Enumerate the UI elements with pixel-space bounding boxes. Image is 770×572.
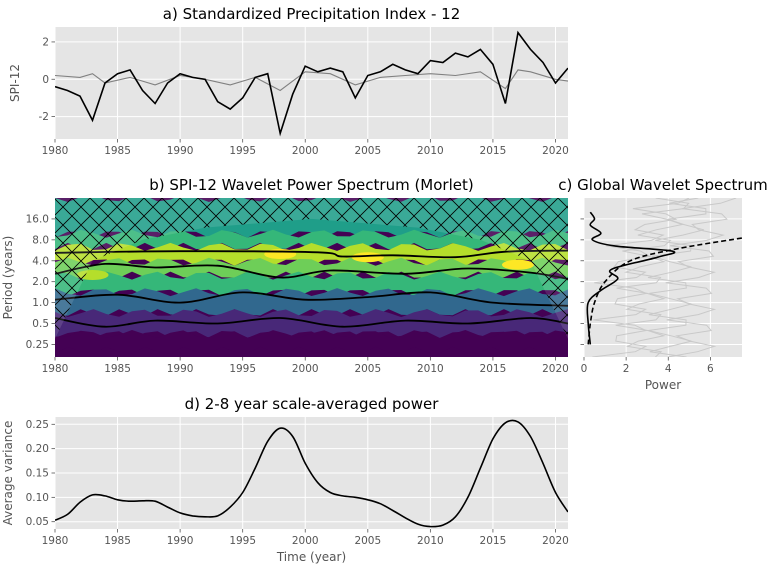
panel-a-x-tick-label: 2015 [480, 145, 507, 157]
panel-a-background [55, 27, 568, 139]
scale-averaged-power-line [55, 419, 568, 528]
wavelet-band [55, 330, 568, 354]
panel-a-y-tick-label: 2 [42, 36, 49, 48]
panel-a-x-tick-label: 2000 [292, 145, 319, 157]
panel-a-x-tick-label: 2020 [542, 145, 569, 157]
panel-c-x-tick-label: 0 [581, 363, 588, 375]
panel-d-title: d) 2-8 year scale-averaged power [185, 395, 440, 413]
panel-a-y-tick-label: 0 [42, 74, 49, 86]
panel-b-title: b) SPI-12 Wavelet Power Spectrum (Morlet… [149, 176, 473, 194]
panel-d-y-tick-label: 0.15 [26, 468, 49, 480]
panel-c-xlabel: Power [645, 378, 681, 392]
significance-contour [55, 249, 568, 259]
panel-b-x-tick-label: 2020 [542, 363, 569, 375]
panel-a-x-tick-label: 2010 [417, 145, 444, 157]
panel-b-y-tick-label: 16.0 [26, 213, 49, 225]
panel-a-x-tick-label: 1995 [229, 145, 256, 157]
panel-d-y-tick-label: 0.05 [26, 516, 49, 528]
panel-b-y-tick-label: 8.0 [32, 234, 49, 246]
wavelet-band [55, 229, 568, 250]
global-wavelet-member-trace [665, 198, 737, 357]
panel-d-x-tick-label: 2015 [480, 535, 507, 547]
significance-contour [55, 291, 568, 307]
panel-d-x-tick-label: 1980 [42, 535, 69, 547]
panel-d-x-tick-label: 1985 [104, 535, 131, 547]
panel-b-x-tick-label: 1980 [42, 363, 69, 375]
global-wavelet-member-trace [647, 198, 707, 357]
panel-a-ylabel: SPI-12 [8, 64, 22, 102]
panel-a-x-tick-label: 1980 [42, 145, 69, 157]
wavelet-band [55, 242, 568, 266]
panel-b-y-tick-label: 0.5 [32, 318, 49, 330]
wavelet-band [55, 288, 568, 316]
panel-d-x-tick-label: 1990 [167, 535, 194, 547]
panel-b-x-tick-label: 1990 [167, 363, 194, 375]
significance-contour [55, 262, 568, 280]
panel-b-x-tick-label: 2005 [354, 363, 381, 375]
wavelet-hotspot [501, 259, 534, 270]
panel-d-x-tick-label: 2020 [542, 535, 569, 547]
panel-a-x-tick-label: 1985 [104, 145, 131, 157]
wavelet-band [55, 257, 568, 278]
panel-c-title: c) Global Wavelet Spectrum [558, 176, 767, 194]
global-wavelet-significance-line [587, 237, 742, 345]
panel-b-x-tick-label: 2000 [292, 363, 319, 375]
panel-c-x-tick-label: 6 [707, 363, 714, 375]
panel-d-ylabel: Average variance [1, 421, 15, 526]
panel-b-ylabel: Period (years) [1, 236, 15, 320]
panel-a-y-tick-label: -2 [39, 111, 49, 123]
panel-b-y-tick-label: 0.25 [26, 339, 49, 351]
wavelet-power-field [55, 198, 568, 354]
panel-b-x-tick-label: 2010 [417, 363, 444, 375]
panel-a-title: a) Standardized Precipitation Index - 12 [163, 5, 460, 23]
panel-d-xlabel: Time (year) [276, 550, 346, 564]
panel-d-y-tick-label: 0.10 [26, 492, 49, 504]
wavelet-band [55, 271, 568, 297]
panel-d-y-tick-label: 0.20 [26, 443, 49, 455]
panel-c-background [584, 198, 742, 357]
panel-c-x-tick-label: 4 [665, 363, 672, 375]
panel-b-y-tick-label: 1.0 [32, 297, 49, 309]
panel-b-x-tick-label: 2015 [480, 363, 507, 375]
panel-a-x-tick-label: 2005 [354, 145, 381, 157]
panel-d-x-tick-label: 2005 [354, 535, 381, 547]
cone-of-influence-hatch [55, 198, 568, 339]
significance-contour [55, 317, 568, 328]
panel-d-x-tick-label: 1995 [229, 535, 256, 547]
panel-b-x-tick-label: 1985 [104, 363, 131, 375]
panel-d-x-tick-label: 2010 [417, 535, 444, 547]
panel-a-x-tick-label: 1990 [167, 145, 194, 157]
panel-c-traces [592, 198, 737, 357]
panel-b-y-tick-label: 4.0 [32, 255, 49, 267]
panel-d-x-tick-label: 2000 [292, 535, 319, 547]
panel-b-y-tick-label: 2.0 [32, 276, 49, 288]
panel-c-x-tick-label: 2 [623, 363, 630, 375]
global-wavelet-power-line [586, 211, 676, 345]
spi-12-series-line [55, 30, 568, 137]
panel-b-x-tick-label: 1995 [229, 363, 256, 375]
spi-secondary-series-line [55, 69, 568, 92]
panel-d-y-tick-label: 0.25 [26, 419, 49, 431]
